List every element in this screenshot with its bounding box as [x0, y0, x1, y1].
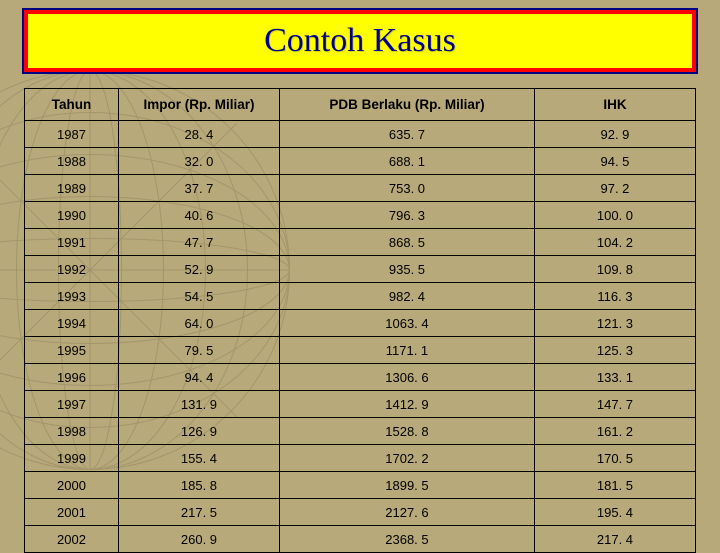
- table-cell: 131. 9: [118, 391, 279, 418]
- table-cell: 1988: [25, 148, 119, 175]
- economic-data-table: Tahun Impor (Rp. Miliar) PDB Berlaku (Rp…: [24, 88, 696, 553]
- table-cell: 126. 9: [118, 418, 279, 445]
- table-cell: 217. 4: [534, 526, 695, 553]
- table-row: 2002260. 92368. 5217. 4: [25, 526, 696, 553]
- table-cell: 868. 5: [279, 229, 534, 256]
- table-cell: 155. 4: [118, 445, 279, 472]
- table-cell: 52. 9: [118, 256, 279, 283]
- table-cell: 1528. 8: [279, 418, 534, 445]
- table-cell: 1306. 6: [279, 364, 534, 391]
- table-cell: 1171. 1: [279, 337, 534, 364]
- table-cell: 1994: [25, 310, 119, 337]
- table-cell: 94. 5: [534, 148, 695, 175]
- table-row: 198728. 4635. 792. 9: [25, 121, 696, 148]
- table-cell: 195. 4: [534, 499, 695, 526]
- table-cell: 1063. 4: [279, 310, 534, 337]
- table-row: 1998126. 91528. 8161. 2: [25, 418, 696, 445]
- table-cell: 688. 1: [279, 148, 534, 175]
- table-cell: 97. 2: [534, 175, 695, 202]
- table-cell: 79. 5: [118, 337, 279, 364]
- table-cell: 1998: [25, 418, 119, 445]
- table-cell: 37. 7: [118, 175, 279, 202]
- table-cell: 40. 6: [118, 202, 279, 229]
- table-cell: 935. 5: [279, 256, 534, 283]
- data-table-container: Tahun Impor (Rp. Miliar) PDB Berlaku (Rp…: [24, 88, 696, 553]
- table-cell: 1996: [25, 364, 119, 391]
- table-cell: 109. 8: [534, 256, 695, 283]
- table-cell: 260. 9: [118, 526, 279, 553]
- table-row: 2000185. 81899. 5181. 5: [25, 472, 696, 499]
- table-cell: 1702. 2: [279, 445, 534, 472]
- table-row: 1997131. 91412. 9147. 7: [25, 391, 696, 418]
- table-cell: 1899. 5: [279, 472, 534, 499]
- table-cell: 2000: [25, 472, 119, 499]
- table-cell: 1989: [25, 175, 119, 202]
- table-cell: 47. 7: [118, 229, 279, 256]
- table-cell: 1997: [25, 391, 119, 418]
- table-row: 199252. 9935. 5109. 8: [25, 256, 696, 283]
- title-banner: Contoh Kasus: [24, 10, 696, 72]
- table-header-row: Tahun Impor (Rp. Miliar) PDB Berlaku (Rp…: [25, 89, 696, 121]
- table-cell: 1412. 9: [279, 391, 534, 418]
- table-cell: 28. 4: [118, 121, 279, 148]
- table-cell: 217. 5: [118, 499, 279, 526]
- table-cell: 100. 0: [534, 202, 695, 229]
- table-cell: 185. 8: [118, 472, 279, 499]
- table-cell: 121. 3: [534, 310, 695, 337]
- table-cell: 133. 1: [534, 364, 695, 391]
- table-cell: 635. 7: [279, 121, 534, 148]
- table-cell: 1990: [25, 202, 119, 229]
- table-cell: 170. 5: [534, 445, 695, 472]
- col-header-tahun: Tahun: [25, 89, 119, 121]
- table-row: 199464. 01063. 4121. 3: [25, 310, 696, 337]
- slide-title: Contoh Kasus: [264, 22, 456, 60]
- table-cell: 54. 5: [118, 283, 279, 310]
- table-row: 199040. 6796. 3100. 0: [25, 202, 696, 229]
- table-cell: 104. 2: [534, 229, 695, 256]
- table-cell: 181. 5: [534, 472, 695, 499]
- table-cell: 125. 3: [534, 337, 695, 364]
- table-cell: 147. 7: [534, 391, 695, 418]
- table-cell: 2001: [25, 499, 119, 526]
- table-row: 1999155. 41702. 2170. 5: [25, 445, 696, 472]
- table-cell: 1995: [25, 337, 119, 364]
- table-row: 199694. 41306. 6133. 1: [25, 364, 696, 391]
- table-cell: 32. 0: [118, 148, 279, 175]
- table-cell: 1992: [25, 256, 119, 283]
- table-cell: 982. 4: [279, 283, 534, 310]
- table-row: 198937. 7753. 097. 2: [25, 175, 696, 202]
- table-cell: 2127. 6: [279, 499, 534, 526]
- table-row: 199579. 51171. 1125. 3: [25, 337, 696, 364]
- table-cell: 1991: [25, 229, 119, 256]
- table-cell: 2368. 5: [279, 526, 534, 553]
- col-header-pdb: PDB Berlaku (Rp. Miliar): [279, 89, 534, 121]
- table-cell: 753. 0: [279, 175, 534, 202]
- col-header-ihk: IHK: [534, 89, 695, 121]
- table-cell: 1999: [25, 445, 119, 472]
- col-header-impor: Impor (Rp. Miliar): [118, 89, 279, 121]
- table-row: 2001217. 52127. 6195. 4: [25, 499, 696, 526]
- table-row: 199354. 5982. 4116. 3: [25, 283, 696, 310]
- table-cell: 116. 3: [534, 283, 695, 310]
- table-cell: 2002: [25, 526, 119, 553]
- table-cell: 1993: [25, 283, 119, 310]
- table-cell: 64. 0: [118, 310, 279, 337]
- table-cell: 796. 3: [279, 202, 534, 229]
- table-cell: 1987: [25, 121, 119, 148]
- table-cell: 161. 2: [534, 418, 695, 445]
- table-cell: 94. 4: [118, 364, 279, 391]
- table-row: 198832. 0688. 194. 5: [25, 148, 696, 175]
- table-row: 199147. 7868. 5104. 2: [25, 229, 696, 256]
- table-cell: 92. 9: [534, 121, 695, 148]
